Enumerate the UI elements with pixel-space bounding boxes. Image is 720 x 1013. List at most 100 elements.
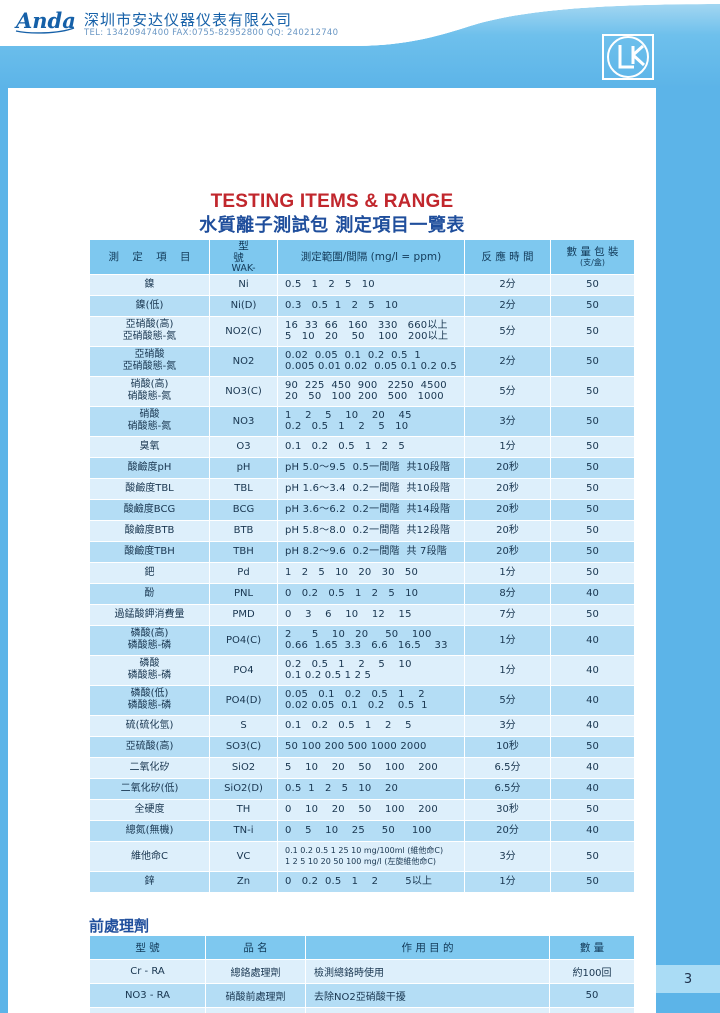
pre-header-row: 型 號 品 名 作 用 目 的 數 量 [89, 935, 635, 960]
cell-model: TN-i [209, 819, 278, 842]
pretreatment-table: 型 號 品 名 作 用 目 的 數 量 Cr - RA 總鉻處理劑 檢測總鉻時使用約… [89, 935, 635, 1013]
cell-quantity: 40 [550, 684, 635, 716]
cell-reaction-time: 20秒 [464, 519, 551, 542]
right-rail [656, 88, 720, 1013]
table-row: 鎳(低) Ni(D) 0.3 0.5 1 2 5 10 2分 50 [89, 294, 635, 317]
cell-item: 磷酸 磷酸態-磷 [89, 654, 210, 686]
cell-quantity: 50 [550, 456, 635, 479]
cell-model: TBH [209, 540, 278, 563]
cell-range: 0 5 10 25 50 100 [277, 819, 465, 842]
page-title-chinese: 水質離子測試包 測定項目一覽表 [199, 215, 465, 236]
cell-quantity: 50 [550, 273, 635, 296]
cell-range: 0.5 1 2 5 10 20 [277, 777, 465, 800]
cell-model: TBL [209, 477, 278, 500]
cell-quantity: 50 [550, 315, 635, 347]
cell-quantity: 50 [550, 477, 635, 500]
cell-item: 酸鹼度pH [89, 456, 210, 479]
cell-reaction-time: 7分 [464, 603, 551, 626]
cell-range: 0.05 0.1 0.2 0.5 1 2 0.02 0.05 0.1 0.2 0.… [277, 684, 465, 716]
cell-reaction-time: 20秒 [464, 477, 551, 500]
cell-pre-qty: 約100回 [549, 959, 635, 984]
company-name: 深圳市安达仪器仪表有限公司 [84, 11, 293, 29]
cell-model: PO4(C) [209, 624, 278, 656]
cell-quantity: 40 [550, 654, 635, 686]
table-row: 酸鹼度TBH TBH pH 8.2～9.6 0.2一間階 共 7段階 20秒 50 [89, 540, 635, 563]
cell-quantity: 50 [550, 345, 635, 377]
cell-pre-qty: 50 [549, 983, 635, 1008]
cell-model: PO4(D) [209, 684, 278, 716]
cell-quantity: 50 [550, 540, 635, 563]
table-row: 酸鹼度pH pH pH 5.0～9.5 0.5一間階 共10段階 20秒 50 [89, 456, 635, 479]
cell-range: 0 0.2 0.5 1 2 5以上 [277, 870, 465, 893]
testing-items-table: 測 定 項 目 型 號 WAK- 測定範圍/間隔 (mg/l = ppm) 反 … [89, 239, 635, 893]
cell-pre-model: WAS-D-SO4 [89, 1007, 206, 1013]
cell-reaction-time: 5分 [464, 315, 551, 347]
cell-quantity: 50 [550, 561, 635, 584]
kyoritsu-lk-logo [602, 34, 654, 80]
cell-range: 2 5 10 20 50 100 0.66 1.65 3.3 6.6 16.5 3… [277, 624, 465, 656]
cell-model: BCG [209, 498, 278, 521]
table-row: 酸鹼度BCG BCG pH 3.6～6.2 0.2一間階 共14段階 20秒 50 [89, 498, 635, 521]
cell-item: 二氧化矽 [89, 756, 210, 779]
cell-model: NO2 [209, 345, 278, 377]
cell-range: 5 10 20 50 100 200 [277, 756, 465, 779]
pre-col-header-model: 型 號 [89, 935, 206, 960]
svg-text:Anda: Anda [14, 8, 76, 33]
cell-model: BTB [209, 519, 278, 542]
table-row: 硫(硫化氫) S 0.1 0.2 0.5 1 2 5 3分 40 [89, 714, 635, 737]
cell-quantity: 50 [550, 870, 635, 893]
table-row: 二氧化矽(低) SiO2(D) 0.5 1 2 5 10 20 6.5分 40 [89, 777, 635, 800]
cell-item: 硫(硫化氫) [89, 714, 210, 737]
table-row: 鈀 Pd 1 2 5 10 20 30 50 1分 50 [89, 561, 635, 584]
pre-col-header-name: 品 名 [205, 935, 306, 960]
cell-range: pH 8.2～9.6 0.2一間階 共 7段階 [277, 540, 465, 563]
cell-model: SiO2 [209, 756, 278, 779]
cell-quantity: 40 [550, 819, 635, 842]
table-row: 鎳 Ni 0.5 1 2 5 10 2分 50 [89, 273, 635, 296]
cell-item: 鎳(低) [89, 294, 210, 317]
cell-range: 0.5 1 2 5 10 [277, 273, 465, 296]
cell-range: 0.2 0.5 1 2 5 10 0.1 0.2 0.5 1 2 5 [277, 654, 465, 686]
cell-range: 0 10 20 50 100 200 [277, 798, 465, 821]
cell-quantity: 50 [550, 294, 635, 317]
cell-quantity: 40 [550, 756, 635, 779]
cell-reaction-time: 10秒 [464, 735, 551, 758]
cell-range: pH 5.8～8.0 0.2一間階 共12段階 [277, 519, 465, 542]
cell-model: Ni(D) [209, 294, 278, 317]
cell-pre-name: 總鉻處理劑 [205, 959, 306, 984]
cell-range: pH 3.6～6.2 0.2一間階 共14段階 [277, 498, 465, 521]
cell-model: Ni [209, 273, 278, 296]
cell-item: 硝酸(高) 硝酸態-氮 [89, 375, 210, 407]
table-row: 硝酸 硝酸態-氮 NO3 1 2 5 10 20 45 0.2 0.5 1 2 5 10… [89, 405, 635, 437]
table-row: 鋅 Zn 0 0.2 0.5 1 2 5以上 1分 50 [89, 870, 635, 893]
cell-quantity: 50 [550, 435, 635, 458]
col-header-range: 測定範圍/間隔 (mg/l = ppm) [277, 239, 465, 275]
cell-model: PNL [209, 582, 278, 605]
cell-range: 0.02 0.05 0.1 0.2 0.5 1 0.005 0.01 0.02 0… [277, 345, 465, 377]
cell-model: TH [209, 798, 278, 821]
cell-reaction-time: 20分 [464, 819, 551, 842]
cell-range: 0.1 0.2 0.5 1 2 5 [277, 714, 465, 737]
table-row: 酚 PNL 0 0.2 0.5 1 2 5 10 8分 40 [89, 582, 635, 605]
pre-col-header-purpose: 作 用 目 的 [305, 935, 550, 960]
cell-reaction-time: 30秒 [464, 798, 551, 821]
table-row: 亞硫酸(高) SO3(C) 50 100 200 500 1000 2000 10秒 5… [89, 735, 635, 758]
cell-quantity: 50 [550, 498, 635, 521]
cell-quantity: 50 [550, 735, 635, 758]
cell-pre-model: Cr - RA [89, 959, 206, 984]
table-row: 臭氧 O3 0.1 0.2 0.5 1 2 5 1分 50 [89, 435, 635, 458]
pretreatment-row: WAS-D-SO4鐵溶解用稀硫酸各項目測定前後之中和處理，與測定金屬類之酸處理2… [89, 1007, 635, 1013]
cell-pre-model: NO3 - RA [89, 983, 206, 1008]
cell-reaction-time: 1分 [464, 561, 551, 584]
cell-quantity: 40 [550, 624, 635, 656]
cell-reaction-time: 6.5分 [464, 777, 551, 800]
cell-reaction-time: 2分 [464, 273, 551, 296]
cell-range: 16 33 66 160 330 660以上 5 10 20 50 100 200… [277, 315, 465, 347]
cell-item: 酸鹼度BTB [89, 519, 210, 542]
cell-range: 0.3 0.5 1 2 5 10 [277, 294, 465, 317]
col-header-time: 反 應 時 間 [464, 239, 551, 275]
table-row: 亞硝酸 亞硝酸態-氮 NO2 0.02 0.05 0.1 0.2 0.5 1 0.005… [89, 345, 635, 377]
page-title-english: TESTING ITEMS & RANGE [210, 191, 454, 212]
cell-item: 亞硝酸 亞硝酸態-氮 [89, 345, 210, 377]
table-row: 磷酸 磷酸態-磷 PO4 0.2 0.5 1 2 5 10 0.1 0.2 0.5 1 … [89, 654, 635, 686]
